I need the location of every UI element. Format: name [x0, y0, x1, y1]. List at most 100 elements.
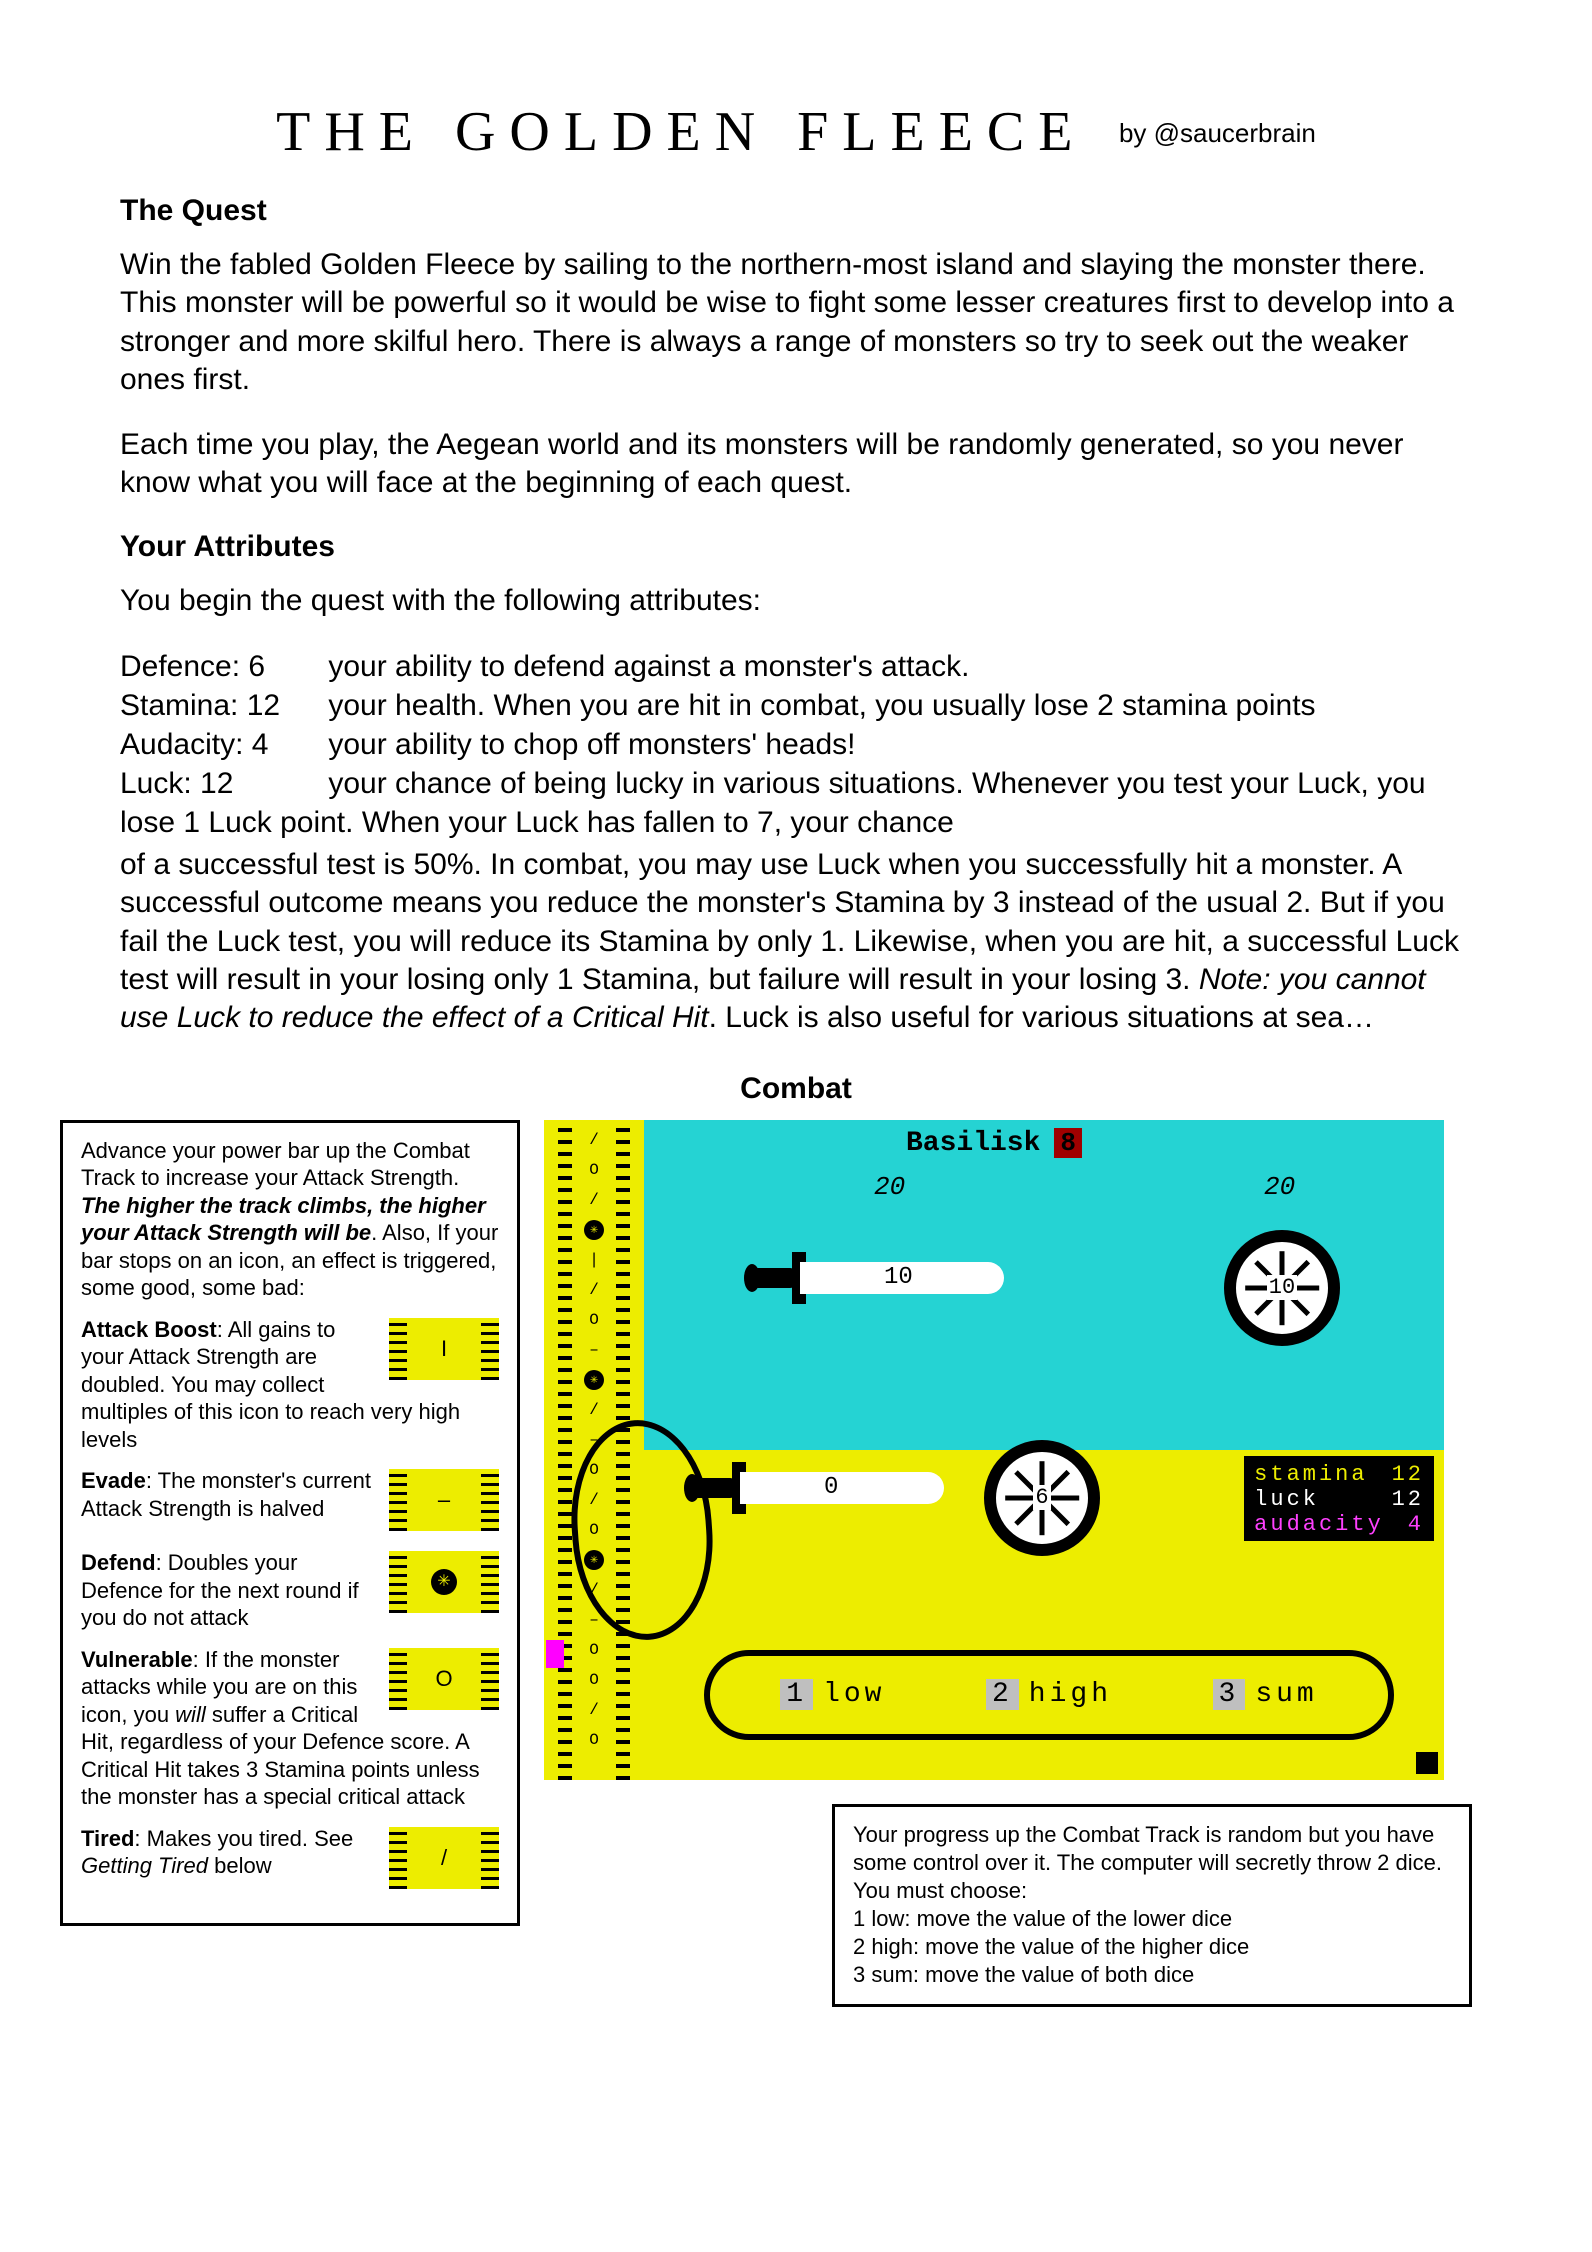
attr-intro: You begin the quest with the following a…	[120, 582, 1472, 620]
legend-intro-a: Advance your power bar up the Combat Tra…	[81, 1138, 470, 1191]
sword-blade-icon	[740, 1472, 944, 1504]
luck-continuation: of a successful test is 50%. In combat, …	[120, 846, 1472, 1038]
right-column: /O/|/O–/–O/O/–OO/O Basilisk 8 20 20 10	[544, 1120, 1472, 2007]
attr-audacity-label: Audacity: 4	[120, 725, 320, 764]
dice-choice[interactable]: 2 high	[986, 1679, 1112, 1710]
track-marker: O	[572, 1730, 616, 1750]
dice-choice-label: high	[1029, 1679, 1112, 1710]
quest-p1: Win the fabled Golden Fleece by sailing …	[120, 246, 1472, 400]
dice-p1: Your progress up the Combat Track is ran…	[853, 1821, 1451, 1905]
player-stats-box: stamina 12 luck 12 audacity 4	[1244, 1456, 1434, 1541]
quest-p2: Each time you play, the Aegean world and…	[120, 426, 1472, 503]
keycap-icon: 2	[986, 1679, 1019, 1710]
track-dot-icon	[584, 1370, 604, 1390]
quest-heading: The Quest	[120, 194, 1472, 228]
sword-grip-icon	[752, 1268, 796, 1288]
choice-prompt: 1 low 2 high 3sum	[704, 1650, 1394, 1740]
track-marker: /	[572, 1580, 616, 1600]
legend-item: IAttack Boost: All gains to your Attack …	[81, 1316, 499, 1454]
dice-choice-label: low	[823, 1679, 885, 1710]
track-swatch-icon: O	[389, 1648, 499, 1710]
keycap-icon: 1	[780, 1679, 813, 1710]
keycap-icon: 3	[1213, 1679, 1246, 1710]
track-swatch-icon: /	[389, 1827, 499, 1889]
dice-opt1: 1 low: move the value of the lower dice	[853, 1905, 1451, 1933]
track-marker	[572, 1370, 616, 1390]
track-dot-icon	[584, 1220, 604, 1240]
track-swatch-icon: ✳	[389, 1551, 499, 1613]
track-marker: |	[572, 1250, 616, 1270]
attr-defence: Defence: 6 your ability to defend agains…	[120, 647, 1472, 686]
track-marker: –	[572, 1430, 616, 1450]
track-marker: /	[572, 1280, 616, 1300]
legend-item: –Evade: The monster's current Attack Str…	[81, 1467, 499, 1535]
player-sword-value: 0	[824, 1474, 838, 1501]
track-middle: /O/|/O–/–O/O/–OO/O	[572, 1120, 616, 1780]
sword-grip-icon	[692, 1478, 736, 1498]
track-marker: /	[572, 1190, 616, 1210]
combat-heading: Combat	[120, 1072, 1472, 1106]
enemy-attack-max: 20	[874, 1172, 905, 1202]
stat-luck-val: 12	[1392, 1487, 1424, 1512]
track-marker: O	[572, 1310, 616, 1330]
legend-item-text: Defend: Doubles your Defence for the nex…	[81, 1550, 359, 1630]
combat-track-legend-box: Advance your power bar up the Combat Tra…	[60, 1120, 520, 1926]
track-marker: /	[572, 1400, 616, 1420]
enemy-shield: 10	[1224, 1230, 1340, 1346]
game-screenshot: /O/|/O–/–O/O/–OO/O Basilisk 8 20 20 10	[544, 1120, 1444, 1780]
attr-defence-label: Defence: 6	[120, 647, 320, 686]
track-marker: O	[572, 1160, 616, 1180]
attr-stamina-label: Stamina: 12	[120, 686, 320, 725]
enemy-shield-value: 10	[1267, 1275, 1297, 1300]
attr-heading: Your Attributes	[120, 530, 1472, 564]
track-marker: /	[572, 1490, 616, 1510]
stat-audacity-label: audacity	[1254, 1512, 1384, 1537]
legend-item-text: Tired: Makes you tired. See Getting Tire…	[81, 1826, 353, 1879]
enemy-title: Basilisk 8	[906, 1128, 1082, 1159]
enemy-name: Basilisk	[906, 1128, 1040, 1159]
track-swatch-icon: I	[389, 1318, 499, 1380]
dice-choice[interactable]: 1 low	[780, 1679, 885, 1710]
attr-luck-label: Luck: 12	[120, 764, 320, 803]
stat-audacity-val: 4	[1408, 1512, 1424, 1537]
track-border-left	[558, 1120, 572, 1780]
player-sword: 0	[684, 1460, 944, 1516]
enemy-defence-max: 20	[1264, 1172, 1295, 1202]
byline: by @saucerbrain	[1119, 118, 1316, 148]
combat-track-column: /O/|/O–/–O/O/–OO/O	[544, 1120, 644, 1780]
track-swatch-icon: –	[389, 1469, 499, 1531]
legend-item: / Tired: Makes you tired. See Getting Tir…	[81, 1825, 499, 1893]
stat-luck: luck 12	[1254, 1487, 1424, 1512]
stat-stamina-label: stamina	[1254, 1462, 1367, 1487]
track-marker: O	[572, 1670, 616, 1690]
track-marker: /	[572, 1700, 616, 1720]
stat-luck-label: luck	[1254, 1487, 1319, 1512]
player-shield: 6	[984, 1440, 1100, 1556]
legend-items: IAttack Boost: All gains to your Attack …	[81, 1316, 499, 1893]
title-row: THE GOLDEN FLEECE by @saucerbrain	[120, 100, 1472, 164]
dice-choice[interactable]: 3sum	[1213, 1679, 1318, 1710]
track-marker: O	[572, 1460, 616, 1480]
enemy-sword-value: 10	[884, 1264, 913, 1291]
luck-tail: . Luck is also useful for various situat…	[709, 1001, 1374, 1034]
stat-stamina-val: 12	[1392, 1462, 1424, 1487]
dice-explain-box: Your progress up the Combat Track is ran…	[832, 1804, 1472, 2007]
legend-item: ✳ Defend: Doubles your Defence for the ne…	[81, 1549, 499, 1632]
attributes-block: Defence: 6 your ability to defend agains…	[120, 647, 1472, 842]
attr-stamina-desc: your health. When you are hit in combat,…	[328, 689, 1315, 722]
dice-opt2: 2 high: move the value of the higher dic…	[853, 1933, 1451, 1961]
track-marker: –	[572, 1340, 616, 1360]
track-marker	[572, 1220, 616, 1240]
attr-audacity-desc: your ability to chop off monsters' heads…	[328, 728, 855, 761]
track-marker: O	[572, 1520, 616, 1540]
dice-opt3: 3 sum: move the value of both dice	[853, 1961, 1451, 1989]
track-marker	[572, 1550, 616, 1570]
attr-stamina: Stamina: 12 your health. When you are hi…	[120, 686, 1472, 725]
attr-defence-desc: your ability to defend against a monster…	[328, 650, 969, 683]
enemy-hp: 8	[1054, 1128, 1082, 1158]
power-bar-marker	[546, 1640, 564, 1668]
track-dot-icon	[584, 1550, 604, 1570]
legend-intro: Advance your power bar up the Combat Tra…	[81, 1137, 499, 1302]
stat-stamina: stamina 12	[1254, 1462, 1424, 1487]
main-title: THE GOLDEN FLEECE	[276, 100, 1086, 164]
